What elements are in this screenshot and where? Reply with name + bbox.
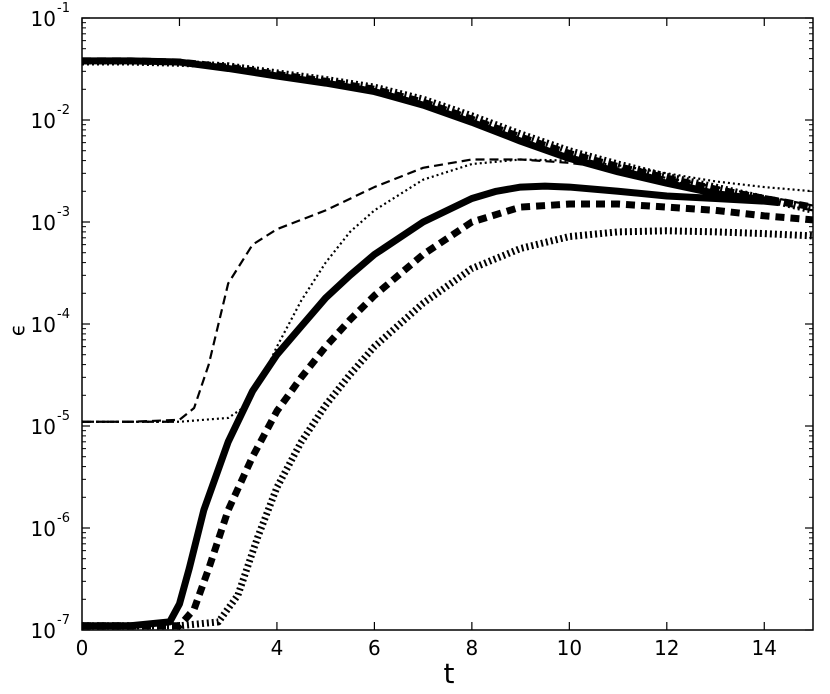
x-tick-label: 14 [752,636,777,660]
y-tick-exponent: -4 [57,307,70,322]
y-axis-label: ϵ [5,324,29,336]
series-line-9 [82,60,814,212]
x-tick-label: 6 [368,636,381,660]
x-axis-label: t [444,657,455,690]
y-tick-label: 10 [31,517,56,541]
y-tick-exponent: -1 [57,1,70,16]
y-tick-label: 10 [31,211,56,235]
y-tick-label: 10 [31,109,56,133]
x-tick-label: 0 [76,636,89,660]
x-tick-label: 4 [271,636,284,660]
x-tick-label: 8 [465,636,478,660]
y-tick-label: 10 [31,415,56,439]
series-layer [82,57,814,630]
series-line-2 [82,200,814,630]
series-line-7 [82,57,814,211]
series-line-4 [82,158,814,423]
series-line-1 [82,182,780,630]
x-tick-label: 10 [557,636,582,660]
y-tick-exponent: -7 [57,613,70,628]
series-line-5 [82,158,814,423]
y-tick-label: 10 [31,313,56,337]
y-tick-label: 10 [31,619,56,643]
y-tick-exponent: -6 [57,511,70,526]
x-tick-label: 12 [654,636,679,660]
x-tick-label: 2 [173,636,186,660]
y-tick-exponent: -3 [57,205,70,220]
y-tick-exponent: -5 [57,409,70,424]
y-tick-exponent: -2 [57,103,70,118]
y-tick-label: 10 [31,7,56,31]
